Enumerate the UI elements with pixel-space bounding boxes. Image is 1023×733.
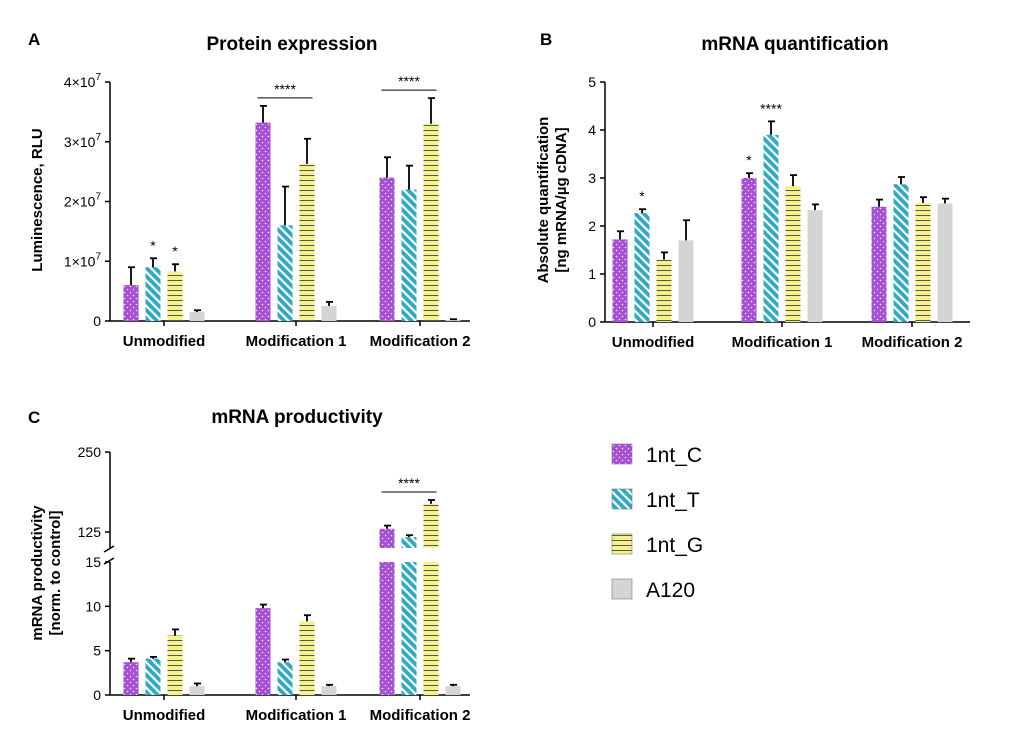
bar-1nt-g-modification-2 bbox=[915, 202, 931, 322]
bar-1nt-g-modification-2-lower bbox=[423, 562, 439, 695]
panel-b-title: mRNA quantification bbox=[701, 34, 888, 55]
significance-3: **** bbox=[398, 73, 420, 89]
significance-0: **** bbox=[398, 475, 420, 491]
legend: 1nt_C 1nt_T 1nt_G A120 bbox=[611, 443, 703, 602]
bar-1nt-t-unmodified bbox=[634, 213, 650, 322]
bar-1nt-c-unmodified bbox=[612, 239, 628, 322]
bar-1nt-c-modification-1 bbox=[255, 608, 271, 695]
panel-b-y-tick-label-5: 5 bbox=[588, 74, 596, 90]
panel-a-title: Protein expression bbox=[206, 34, 377, 55]
panel-b-y-tick-label-0: 0 bbox=[588, 314, 596, 330]
x-tick-label-modification-2: Modification 2 bbox=[862, 334, 963, 351]
panel-b-y-tick-label-4: 4 bbox=[588, 122, 596, 138]
bar-1nt-g-unmodified bbox=[167, 271, 183, 321]
bar-1nt-g-unmodified bbox=[656, 259, 672, 322]
x-tick-label-unmodified: Unmodified bbox=[123, 333, 206, 350]
panel-c-y-axis-label-line-1: mRNA productivity bbox=[29, 505, 46, 641]
panel-c-y-tick-label-lower-2: 10 bbox=[85, 598, 101, 614]
panel-c-title: mRNA productivity bbox=[211, 407, 383, 428]
bar-1nt-c-unmodified bbox=[123, 662, 139, 695]
significance-2: **** bbox=[760, 100, 782, 116]
bar-1nt-c-modification-2 bbox=[379, 177, 395, 321]
bar-1nt-t-unmodified bbox=[145, 267, 161, 321]
panel-b-y-tick-label-2: 2 bbox=[588, 218, 596, 234]
panel-c-y-tick-label-lower-1: 5 bbox=[93, 643, 101, 659]
chart-mrna-quantification: 0 1 2 3 4 5 Absolute quantification [ng mRNA/µg… bbox=[535, 74, 970, 351]
bar-1nt-c-unmodified bbox=[123, 285, 139, 321]
panel-c-y-tick-label-upper-0: 125 bbox=[78, 524, 102, 540]
bar-1nt-t-modification-1 bbox=[277, 662, 293, 695]
bar-1nt-t-modification-2 bbox=[401, 189, 417, 321]
panel-a-y-tick-label-4: 4×107 bbox=[64, 72, 102, 90]
panel-b-y-axis-label-line-1: Absolute quantification bbox=[535, 117, 552, 284]
panel-c-y-axis-label-line-2: [norm. to control] bbox=[47, 511, 64, 636]
panel-a-y-tick-label-1: 1×107 bbox=[64, 251, 102, 269]
legend-swatch-a120 bbox=[611, 578, 633, 600]
bar-a120-modification-2 bbox=[445, 686, 461, 695]
panel-c-y-tick-label-upper-1: 250 bbox=[78, 444, 102, 460]
x-tick-label-unmodified: Unmodified bbox=[123, 707, 206, 724]
bar-a120-modification-1 bbox=[321, 686, 337, 695]
bar-a120-modification-2 bbox=[445, 319, 461, 321]
panel-b-y-axis-label-line-2: [ng mRNA/µg cDNA] bbox=[553, 127, 570, 272]
bar-a120-unmodified bbox=[189, 312, 205, 321]
legend-label-1nt-c: 1nt_C bbox=[646, 444, 702, 467]
panel-c-axis-break-lower bbox=[103, 557, 115, 565]
bar-a120-modification-2 bbox=[937, 203, 953, 322]
x-tick-label-unmodified: Unmodified bbox=[612, 334, 695, 351]
bar-a120-modification-1 bbox=[807, 210, 823, 322]
legend-label-a120: A120 bbox=[646, 579, 695, 602]
chart-mrna-productivity: 0 5 10 15 125 250 mRNA productivity [norm. to c… bbox=[29, 444, 470, 724]
x-tick-label-modification-2: Modification 2 bbox=[370, 333, 471, 350]
legend-swatch-1nt-g bbox=[611, 533, 633, 555]
significance-1: * bbox=[172, 243, 178, 259]
bar-1nt-c-modification-1 bbox=[255, 122, 271, 321]
legend-swatch-1nt-c bbox=[611, 443, 633, 465]
significance-2: **** bbox=[274, 81, 296, 97]
significance-0: * bbox=[150, 237, 156, 253]
panel-a-y-tick-label-2: 2×107 bbox=[64, 192, 102, 210]
bar-a120-modification-1 bbox=[321, 306, 337, 321]
legend-swatch-1nt-t bbox=[611, 488, 633, 510]
x-tick-label-modification-1: Modification 1 bbox=[246, 707, 347, 724]
bar-1nt-t-unmodified bbox=[145, 658, 161, 695]
panel-a-y-tick-label-3: 3×107 bbox=[64, 132, 102, 150]
bar-1nt-t-modification-2 bbox=[401, 537, 417, 548]
x-tick-label-modification-2: Modification 2 bbox=[370, 707, 471, 724]
bar-a120-unmodified bbox=[678, 240, 694, 322]
panel-a-y-tick-label-0: 0 bbox=[93, 313, 101, 329]
x-tick-label-modification-1: Modification 1 bbox=[246, 333, 347, 350]
bar-1nt-g-unmodified bbox=[167, 635, 183, 695]
bar-1nt-g-modification-2 bbox=[423, 503, 439, 548]
bar-1nt-g-modification-1 bbox=[299, 163, 315, 321]
x-tick-label-modification-1: Modification 1 bbox=[732, 334, 833, 351]
panel-b-y-tick-label-1: 1 bbox=[588, 266, 596, 282]
bar-1nt-c-modification-2 bbox=[871, 206, 887, 322]
bar-1nt-c-modification-2 bbox=[379, 528, 395, 548]
bar-1nt-g-modification-1 bbox=[785, 186, 801, 322]
panel-c-y-tick-label-lower-3: 15 bbox=[85, 554, 101, 570]
panel-c-axis-break-upper bbox=[103, 545, 115, 553]
bar-1nt-t-modification-2 bbox=[893, 184, 909, 322]
legend-label-1nt-g: 1nt_G bbox=[646, 534, 703, 557]
bar-1nt-t-modification-2-lower bbox=[401, 562, 417, 695]
bar-1nt-g-modification-1 bbox=[299, 621, 315, 695]
bar-1nt-t-modification-1 bbox=[277, 225, 293, 321]
panel-a-y-axis-label-line-1: Luminescence, RLU bbox=[29, 128, 46, 271]
panel-letter-a: A bbox=[28, 30, 40, 49]
bar-1nt-g-modification-2 bbox=[423, 123, 439, 321]
bar-1nt-t-modification-1 bbox=[763, 134, 779, 322]
legend-label-1nt-t: 1nt_T bbox=[646, 489, 700, 512]
panel-letter-b: B bbox=[540, 30, 552, 49]
panel-b-y-tick-label-3: 3 bbox=[588, 170, 596, 186]
bar-1nt-c-modification-1 bbox=[741, 178, 757, 322]
significance-0: * bbox=[639, 188, 645, 204]
bar-1nt-c-modification-2-lower bbox=[379, 562, 395, 695]
panel-c-y-tick-label-lower-0: 0 bbox=[93, 687, 101, 703]
panel-letter-c: C bbox=[28, 408, 40, 427]
significance-1: * bbox=[746, 152, 752, 168]
bar-a120-unmodified bbox=[189, 686, 205, 695]
